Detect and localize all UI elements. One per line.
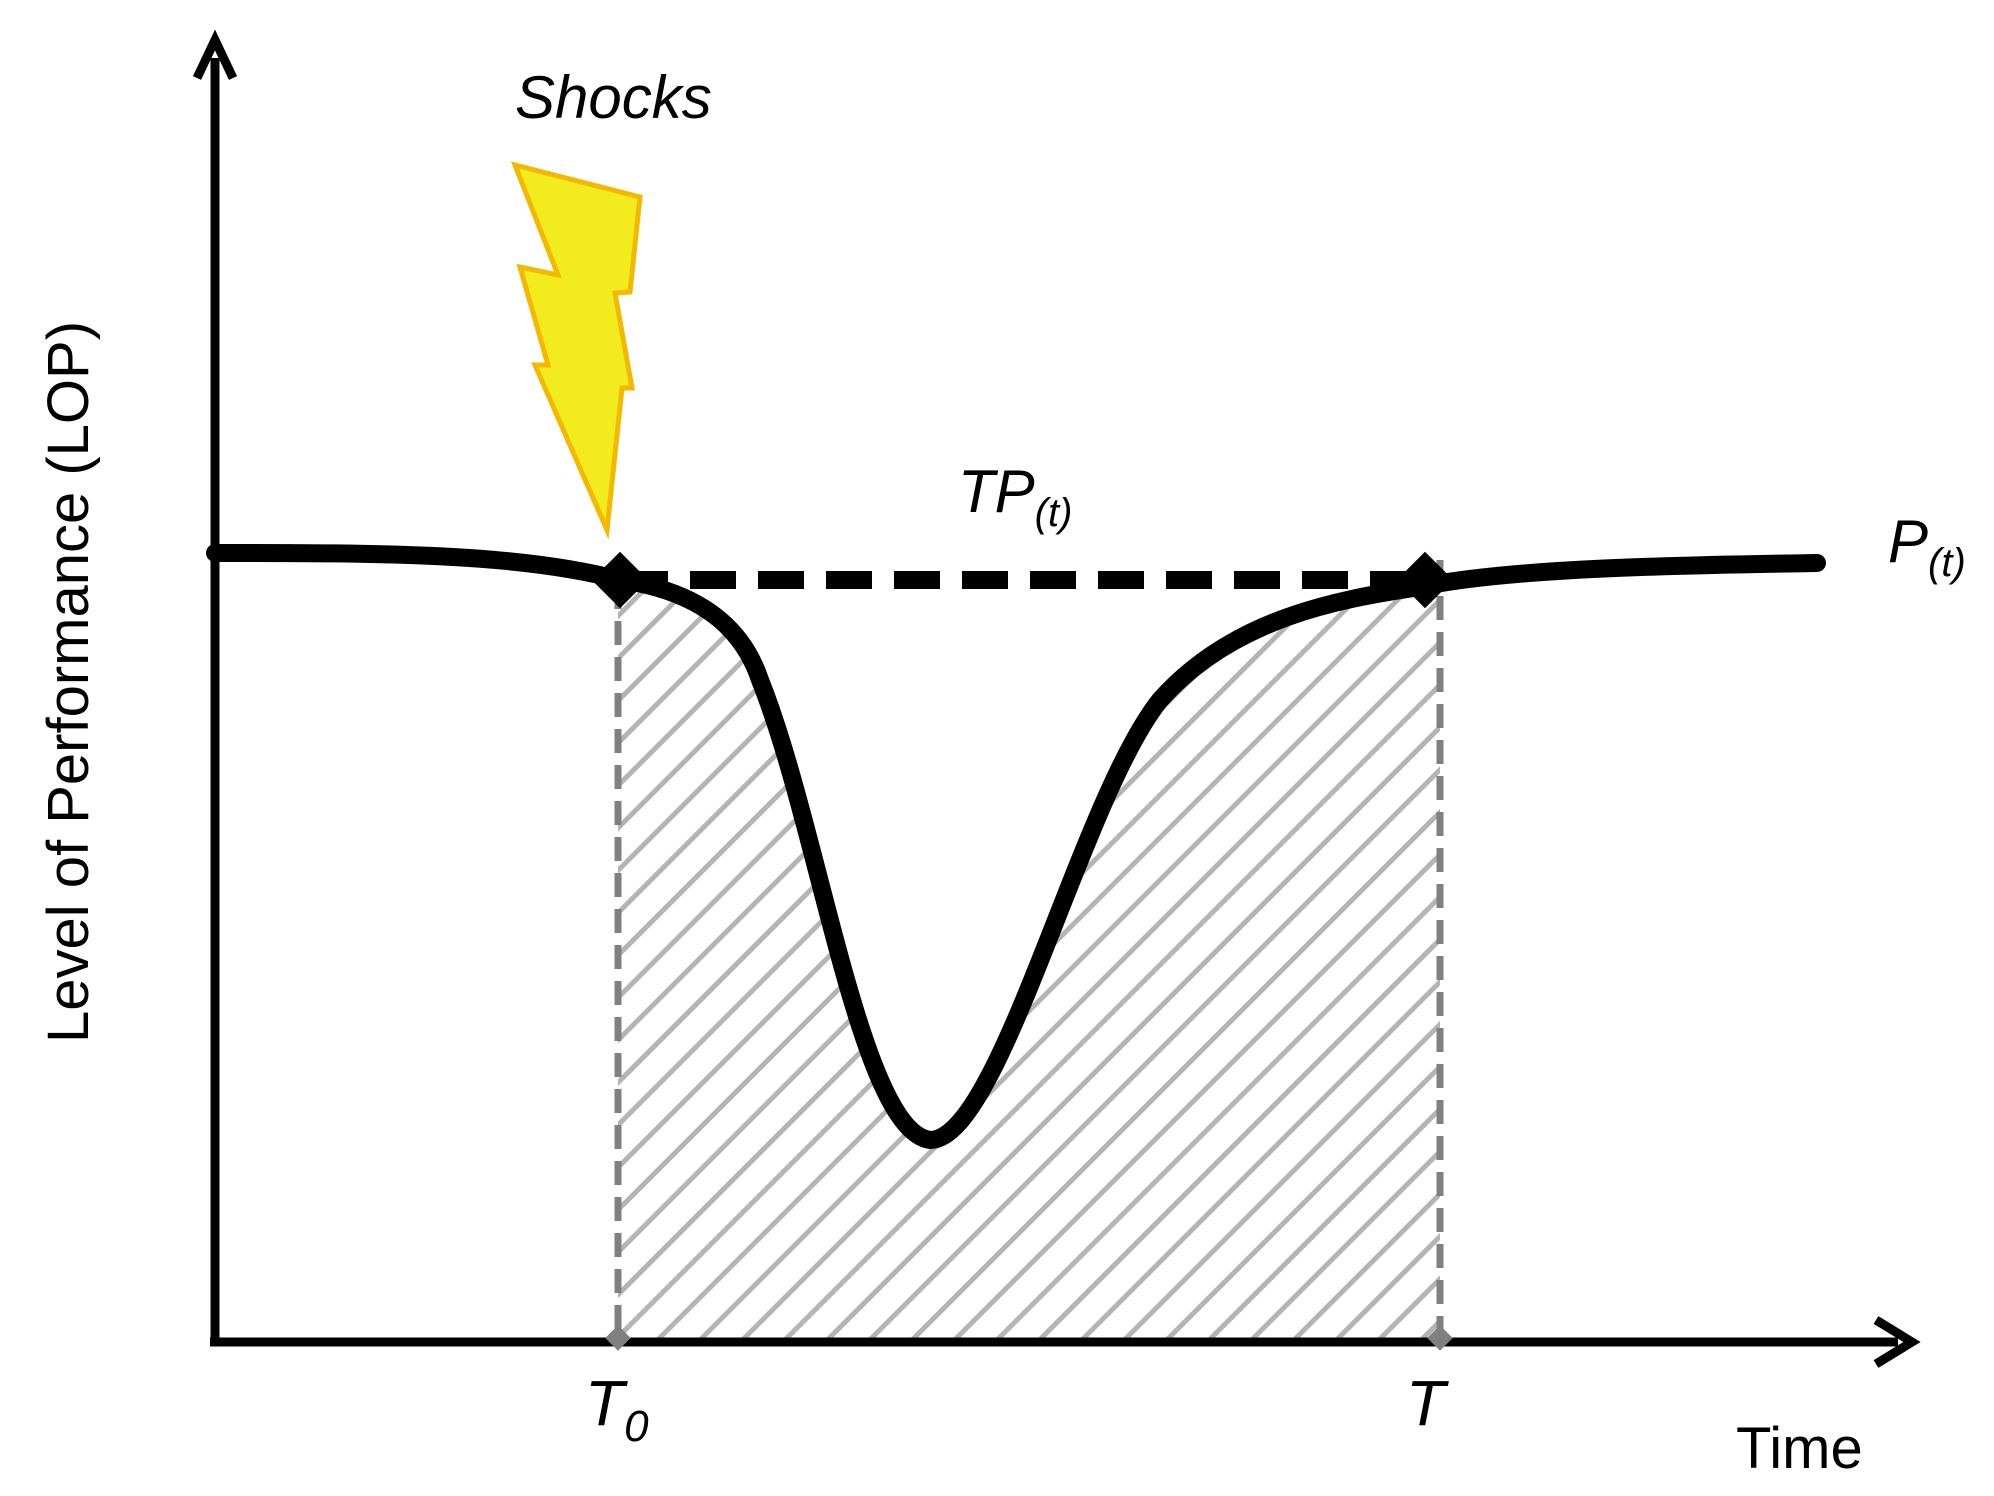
performance-label-base: P: [1888, 508, 1928, 575]
t-marker: [1396, 551, 1454, 609]
t-label: T: [1406, 1367, 1449, 1439]
performance-label: P(t): [1888, 508, 1966, 585]
target-label-sub: (t): [1035, 491, 1073, 535]
x-axis-arrowhead: [1873, 1316, 1921, 1368]
target-performance-label: TP(t): [958, 458, 1072, 535]
lightning-bolt-icon: [510, 161, 643, 540]
t0-label: T0: [585, 1367, 649, 1451]
target-label-base: TP: [958, 458, 1035, 525]
loss-area: [618, 582, 1440, 1340]
x-axis-label: Time: [1736, 1416, 1863, 1481]
shock-label: Shocks: [515, 64, 712, 131]
y-axis-label: Level of Performance (LOP): [36, 321, 101, 1043]
performance-label-sub: (t): [1928, 541, 1966, 585]
t0-label-base: T: [585, 1367, 628, 1439]
t0-label-sub: 0: [624, 1402, 649, 1451]
y-axis-arrowhead: [192, 29, 238, 80]
